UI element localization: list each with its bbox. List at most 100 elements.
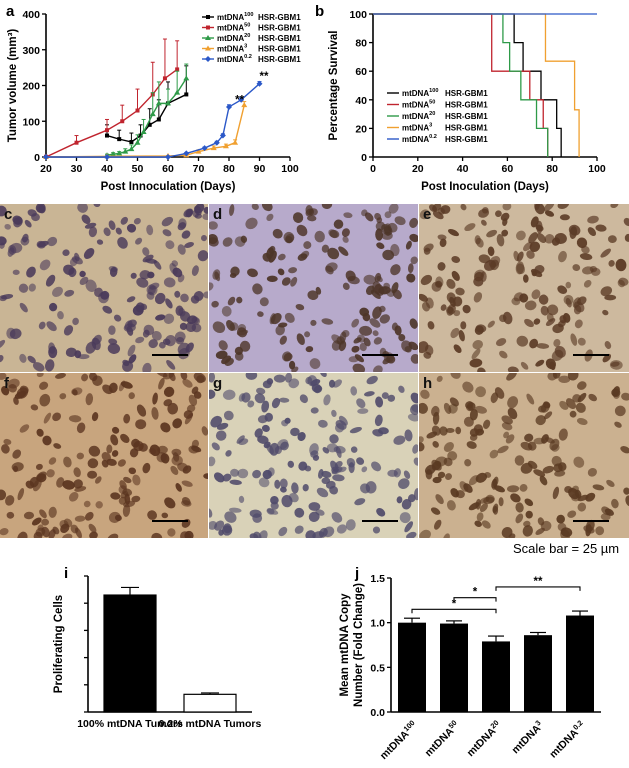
cell-nucleus: [445, 473, 452, 481]
cell-nucleus: [577, 337, 586, 346]
cell-nucleus: [595, 526, 605, 536]
cell-nucleus: [163, 313, 175, 324]
cell-nucleus: [175, 483, 182, 492]
cell-nucleus: [253, 531, 262, 538]
cell-nucleus: [565, 281, 572, 289]
data-point: [140, 128, 147, 134]
cell-nucleus: [264, 412, 274, 422]
cell-nucleus: [450, 327, 460, 339]
cell-nucleus: [108, 220, 116, 231]
cell-nucleus: [283, 352, 293, 362]
cell-nucleus: [387, 394, 396, 402]
cell-nucleus: [256, 387, 266, 395]
cell-nucleus: [77, 354, 90, 360]
cell-nucleus: [65, 347, 77, 358]
cell-nucleus: [155, 373, 168, 378]
cell-nucleus: [316, 487, 329, 498]
cell-nucleus: [218, 340, 228, 351]
cell-nucleus: [174, 290, 181, 298]
cell-nucleus: [154, 292, 166, 305]
cell-nucleus: [266, 275, 278, 283]
cell-nucleus: [84, 511, 94, 521]
cell-nucleus: [376, 508, 386, 517]
cell-nucleus: [595, 224, 607, 232]
x-tick-label: 60: [502, 163, 514, 175]
cell-nucleus: [502, 204, 512, 211]
cell-nucleus: [73, 479, 83, 489]
cell-nucleus: [558, 428, 568, 441]
cell-nucleus: [47, 236, 58, 247]
cell-nucleus: [0, 295, 7, 302]
data-point: [74, 140, 79, 145]
cell-nucleus: [620, 446, 629, 454]
cell-nucleus: [163, 399, 173, 407]
cell-nucleus: [462, 304, 471, 314]
cell-nucleus: [120, 433, 130, 443]
cell-nucleus: [492, 503, 499, 514]
cell-nucleus: [227, 296, 236, 306]
data-point: [175, 67, 180, 72]
cell-nucleus: [524, 300, 537, 311]
data-point: [184, 92, 189, 97]
cell-nucleus: [553, 338, 561, 348]
cell-nucleus: [534, 204, 540, 210]
cell-nucleus: [305, 208, 315, 217]
proliferating-cells-chart: i Proliferating Cells 100% mtDNA Tumors0.2…: [53, 565, 261, 730]
cell-nucleus: [409, 217, 418, 228]
cell-nucleus: [398, 478, 410, 489]
cell-nucleus: [252, 469, 262, 479]
data-point: [147, 122, 152, 127]
cell-nucleus: [356, 457, 365, 465]
cell-nucleus: [482, 419, 491, 429]
cell-nucleus: [538, 405, 547, 413]
cell-nucleus: [455, 490, 465, 499]
cell-nucleus: [557, 204, 570, 209]
cell-nucleus: [542, 465, 554, 474]
cell-nucleus: [27, 355, 36, 364]
cell-nucleus: [17, 531, 28, 538]
cell-nucleus: [536, 233, 547, 243]
cell-nucleus: [251, 204, 259, 210]
panel-label-j: j: [354, 565, 359, 582]
cell-nucleus: [38, 321, 46, 330]
cell-nucleus: [88, 226, 98, 238]
tissue-texture: [0, 204, 208, 372]
x-axis-label: Post Innoculation (Days): [101, 181, 236, 193]
x-tick-label: 100: [588, 163, 606, 175]
cell-nucleus: [498, 497, 504, 507]
cell-nucleus: [33, 531, 43, 538]
cell-nucleus: [336, 524, 347, 534]
cell-nucleus: [71, 387, 83, 396]
cell-nucleus: [425, 297, 434, 309]
cell-nucleus: [471, 348, 481, 360]
cell-nucleus: [466, 441, 477, 449]
legend-entry-suffix: HSR-GBM1: [445, 89, 488, 98]
cell-nucleus: [188, 394, 198, 406]
cell-nucleus: [295, 303, 305, 311]
cell-nucleus: [318, 468, 324, 479]
cell-nucleus: [96, 239, 104, 245]
legend-entry-suffix: HSR-GBM1: [258, 24, 301, 33]
cell-nucleus: [302, 484, 309, 492]
cell-nucleus: [142, 247, 150, 256]
cell-nucleus: [222, 389, 236, 400]
cell-nucleus: [94, 287, 103, 298]
cell-nucleus: [412, 444, 418, 454]
tissue-texture: [419, 373, 629, 538]
cell-nucleus: [213, 472, 225, 483]
cell-nucleus: [128, 467, 137, 475]
cell-nucleus: [59, 519, 69, 529]
cell-nucleus: [230, 468, 240, 477]
cell-nucleus: [122, 360, 134, 372]
cell-nucleus: [310, 407, 319, 414]
cell-nucleus: [222, 237, 233, 247]
cell-nucleus: [74, 486, 87, 492]
cell-nucleus: [474, 271, 484, 282]
cell-nucleus: [524, 433, 534, 442]
cell-nucleus: [48, 346, 58, 359]
cell-nucleus: [215, 430, 227, 441]
cell-nucleus: [283, 231, 295, 243]
cell-nucleus: [547, 304, 559, 316]
cell-nucleus: [515, 513, 524, 524]
cell-nucleus: [372, 429, 384, 437]
